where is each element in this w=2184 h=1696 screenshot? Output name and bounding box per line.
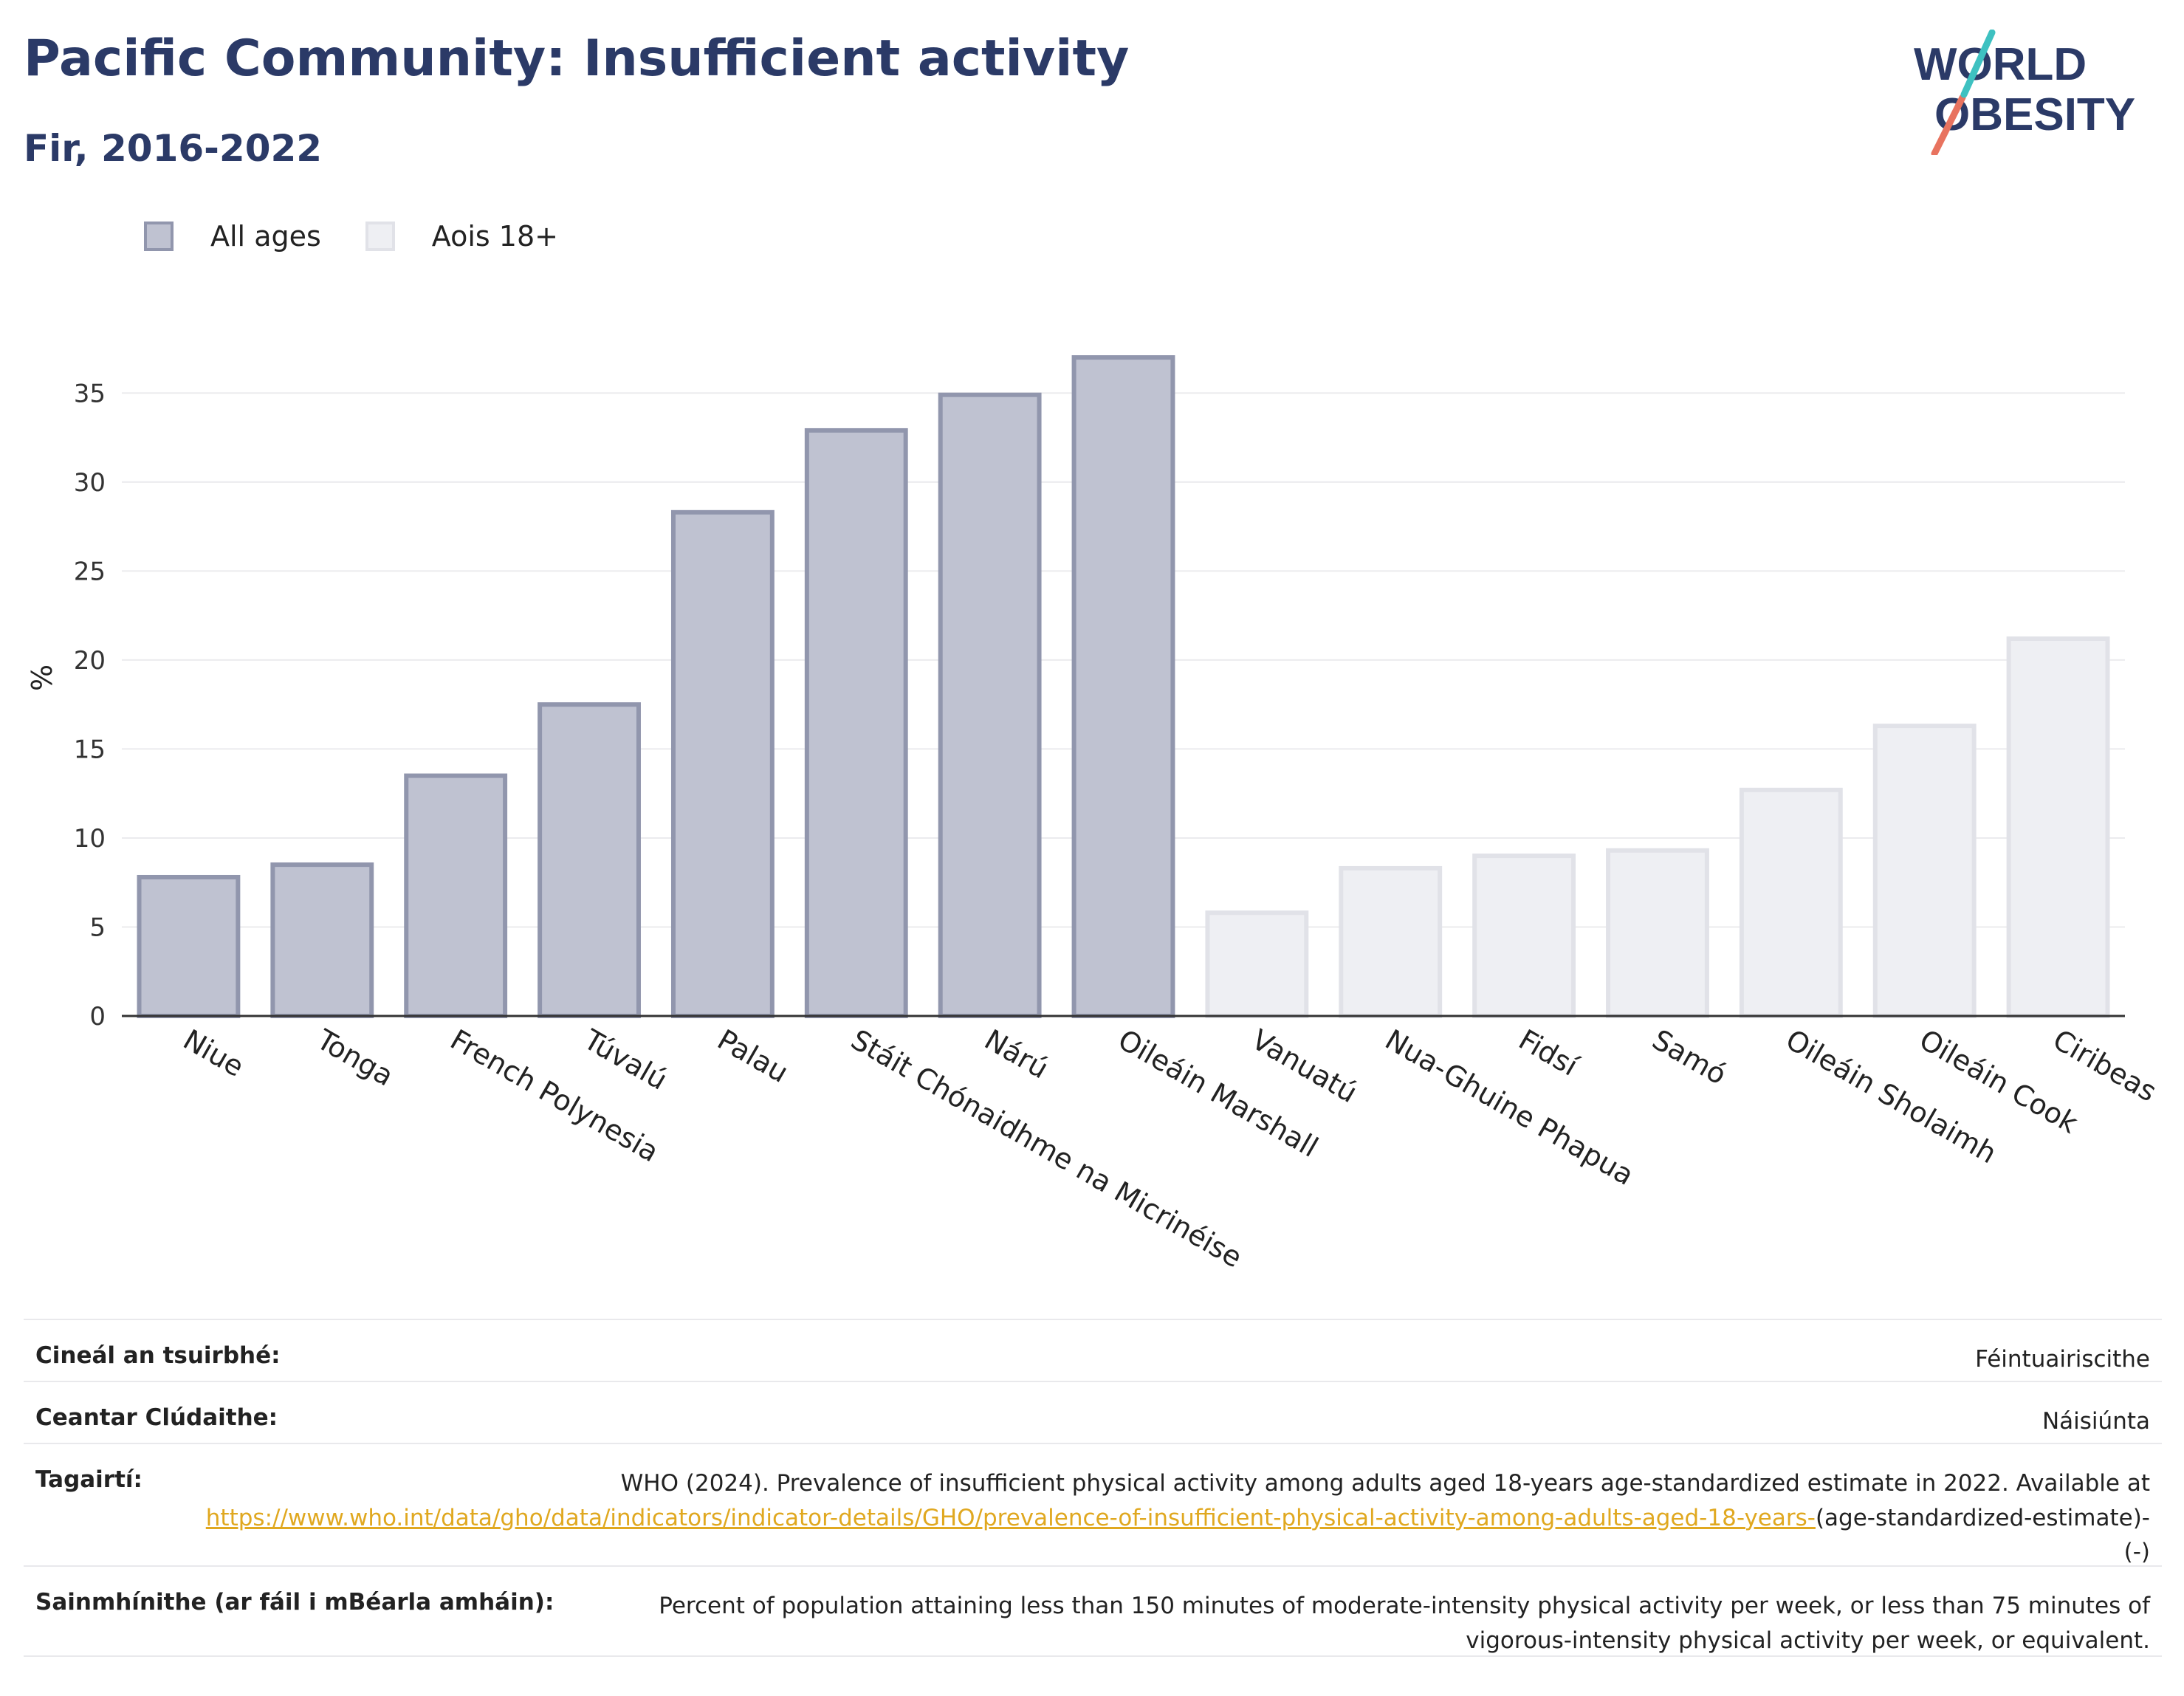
references-label: Tagairtí: [35,1466,142,1493]
world-obesity-logo: WORLD OBESITY [1914,30,2135,155]
bar-aois-18 [1205,910,1309,1018]
bar-aois-18 [1739,787,1843,1018]
references-value: WHO (2024). Prevalence of insufficient p… [187,1466,2150,1570]
info-row-survey-type: Cineál an tsuirbhé: Féintuairiscithe [24,1319,2162,1381]
legend-label-all-ages: All ages [210,220,321,253]
bar-aois-18 [1606,848,1709,1018]
x-tick-label: Fidsí [1514,1023,1584,1083]
x-tick-label: Niue [178,1023,250,1083]
references-text: WHO (2024). Prevalence of insufficient p… [620,1470,2150,1497]
page-title: Pacific Community: Insufficient activity [24,30,1130,88]
definitions-label: Sainmhínithe (ar fáil i mBéarla amháin): [35,1589,554,1616]
y-tick-label: 35 [74,379,106,408]
x-tick-label: Tonga [311,1023,399,1092]
legend-swatch-aois-18 [365,222,395,251]
y-tick-label: 10 [74,824,106,854]
coverage-label: Ceantar Clúdaithe: [35,1404,278,1431]
x-tick-label: Nárú [979,1023,1054,1085]
info-table: Cineál an tsuirbhé: Féintuairiscithe Cea… [24,1319,2162,1657]
bar-all-ages [804,428,908,1018]
bar-all-ages [938,392,1042,1018]
definitions-value: Percent of population attaining less tha… [659,1593,2150,1654]
references-link[interactable]: https://www.who.int/data/gho/data/indica… [205,1504,1816,1531]
survey-type-value: Féintuairiscithe [1975,1346,2150,1373]
bar-all-ages [670,509,775,1018]
x-tick-label: Samó [1646,1023,1731,1091]
info-row-references: Tagairtí: WHO (2024). Prevalence of insu… [24,1443,2162,1565]
legend-item-aois-18[interactable]: Aois 18+ [365,220,558,253]
info-row-definitions: Sainmhínithe (ar fáil i mBéarla amháin):… [24,1565,2162,1657]
survey-type-label: Cineál an tsuirbhé: [35,1342,281,1369]
info-row-coverage: Ceantar Clúdaithe: Náisiúnta [24,1381,2162,1443]
references-text-after: (age-standardized-estimate)-(-) [1815,1504,2150,1566]
bar-aois-18 [1472,854,1576,1018]
y-tick-label: 30 [74,468,106,498]
x-tick-label: Vanuatú [1246,1023,1363,1109]
y-axis-label: % [26,665,58,691]
y-tick-label: 25 [74,557,106,586]
x-tick-label: Nua-Ghuine Phapua [1380,1023,1639,1192]
page-subtitle: Fir, 2016-2022 [24,127,323,170]
bar-aois-18 [2006,636,2110,1019]
logo-line2: OBESITY [1934,89,2135,140]
chart-legend: All ages Aois 18+ [144,220,602,253]
bar-all-ages [404,773,508,1019]
y-tick-label: 15 [74,735,106,764]
y-tick-label: 20 [74,646,106,676]
coverage-value: Náisiúnta [2042,1408,2150,1435]
bar-aois-18 [1339,865,1443,1018]
x-tick-label: Palau [712,1023,794,1089]
bar-aois-18 [1872,724,1977,1019]
legend-item-all-ages[interactable]: All ages [144,220,321,253]
legend-swatch-all-ages [144,222,174,251]
logo-line1: WORLD [1914,39,2087,90]
x-tick-label: Túvalú [578,1023,673,1096]
y-tick-label: 0 [89,1002,106,1031]
bar-all-ages [1071,355,1175,1018]
bar-all-ages [137,874,241,1019]
bar-all-ages [270,862,374,1018]
y-tick-label: 5 [89,913,106,942]
legend-label-aois-18: Aois 18+ [431,220,558,253]
x-tick-label: Ciribeas [2047,1023,2162,1108]
bar-all-ages [538,702,641,1018]
